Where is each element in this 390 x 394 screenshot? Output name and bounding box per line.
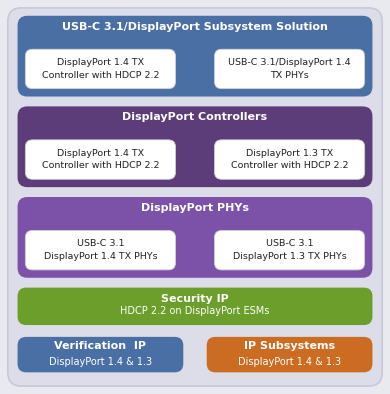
Text: HDCP 2.2 on DisplayPort ESMs: HDCP 2.2 on DisplayPort ESMs xyxy=(120,306,270,316)
FancyBboxPatch shape xyxy=(207,337,372,372)
FancyBboxPatch shape xyxy=(18,16,372,97)
Text: DisplayPort 1.4 TX
Controller with HDCP 2.2: DisplayPort 1.4 TX Controller with HDCP … xyxy=(42,58,159,80)
FancyBboxPatch shape xyxy=(18,288,372,325)
Text: DisplayPort PHYs: DisplayPort PHYs xyxy=(141,203,249,213)
Text: Security IP: Security IP xyxy=(161,294,229,304)
FancyBboxPatch shape xyxy=(25,230,176,270)
Text: DisplayPort 1.4 & 1.3: DisplayPort 1.4 & 1.3 xyxy=(49,357,152,367)
FancyBboxPatch shape xyxy=(215,230,365,270)
FancyBboxPatch shape xyxy=(18,197,372,278)
FancyBboxPatch shape xyxy=(8,8,382,386)
Text: DisplayPort 1.4 TX
Controller with HDCP 2.2: DisplayPort 1.4 TX Controller with HDCP … xyxy=(42,149,159,170)
Text: DisplayPort Controllers: DisplayPort Controllers xyxy=(122,112,268,123)
Text: USB-C 3.1/DisplayPort Subsystem Solution: USB-C 3.1/DisplayPort Subsystem Solution xyxy=(62,22,328,32)
Text: USB-C 3.1/DisplayPort 1.4
TX PHYs: USB-C 3.1/DisplayPort 1.4 TX PHYs xyxy=(228,58,351,80)
Text: DisplayPort 1.3 TX
Controller with HDCP 2.2: DisplayPort 1.3 TX Controller with HDCP … xyxy=(231,149,348,170)
Text: USB-C 3.1
DisplayPort 1.3 TX PHYs: USB-C 3.1 DisplayPort 1.3 TX PHYs xyxy=(233,240,346,261)
FancyBboxPatch shape xyxy=(215,49,365,89)
Text: DisplayPort 1.4 & 1.3: DisplayPort 1.4 & 1.3 xyxy=(238,357,341,367)
FancyBboxPatch shape xyxy=(18,337,183,372)
FancyBboxPatch shape xyxy=(25,49,176,89)
FancyBboxPatch shape xyxy=(25,140,176,179)
Text: Verification  IP: Verification IP xyxy=(55,341,146,351)
FancyBboxPatch shape xyxy=(18,106,372,187)
Text: IP Subsystems: IP Subsystems xyxy=(244,341,335,351)
Text: USB-C 3.1
DisplayPort 1.4 TX PHYs: USB-C 3.1 DisplayPort 1.4 TX PHYs xyxy=(44,240,157,261)
FancyBboxPatch shape xyxy=(215,140,365,179)
